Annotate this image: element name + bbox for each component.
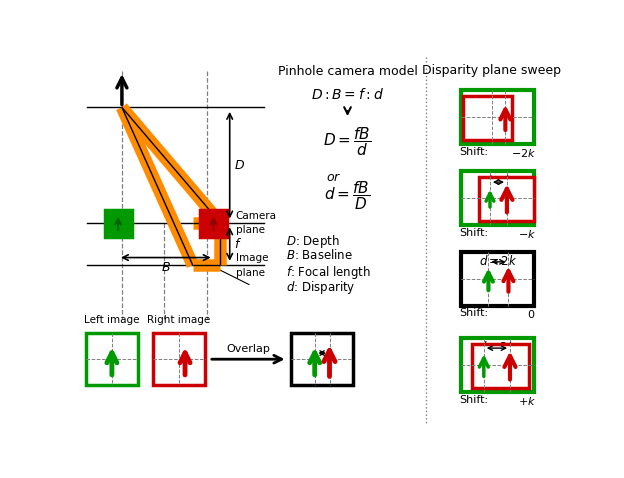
Text: $D$: Depth: $D$: Depth [286, 233, 339, 250]
Text: Image: Image [236, 253, 268, 263]
Bar [105, 210, 132, 237]
Text: $D:B = f:d$: $D:B = f:d$ [311, 87, 384, 102]
Text: $B$: Baseline: $B$: Baseline [286, 248, 353, 262]
Text: $D$: $D$ [233, 159, 245, 172]
Text: plane: plane [236, 225, 265, 235]
Bar [153, 333, 205, 385]
Bar [85, 333, 138, 385]
Text: plane: plane [236, 268, 265, 278]
Bar [461, 252, 534, 306]
Bar [462, 96, 512, 140]
Text: $-k$: $-k$ [518, 228, 536, 239]
Bar [479, 177, 534, 221]
Text: Shift:: Shift: [459, 395, 489, 404]
Bar [472, 344, 529, 388]
Text: Disparity plane sweep: Disparity plane sweep [422, 64, 561, 76]
Bar [200, 210, 227, 237]
Bar [461, 171, 534, 225]
Text: $f$: Focal length: $f$: Focal length [286, 264, 371, 281]
Text: $d = \dfrac{fB}{D}$: $d = \dfrac{fB}{D}$ [324, 179, 371, 212]
Bar [291, 333, 353, 385]
Text: $d = 3k$: $d = 3k$ [477, 340, 516, 354]
Text: $D = \dfrac{fB}{d}$: $D = \dfrac{fB}{d}$ [323, 125, 372, 158]
Text: $or$: $or$ [326, 171, 341, 185]
Text: $d$: $d$ [318, 338, 327, 350]
Text: Shift:: Shift: [459, 228, 489, 238]
Text: $B$: $B$ [161, 261, 171, 274]
Text: $+k$: $+k$ [518, 395, 536, 407]
Text: Left image: Left image [84, 315, 140, 326]
Bar [461, 90, 534, 144]
Text: Pinhole camera model: Pinhole camera model [278, 65, 417, 78]
Text: $d$: Disparity: $d$: Disparity [286, 279, 356, 296]
Text: Right image: Right image [147, 315, 210, 326]
Text: $0$: $0$ [527, 308, 536, 320]
Bar [461, 338, 534, 392]
Text: Shift:: Shift: [459, 147, 489, 157]
Text: $-2k$: $-2k$ [510, 147, 536, 159]
Text: Overlap: Overlap [227, 344, 270, 354]
Text: $d = k$: $d = k$ [483, 174, 514, 188]
Text: $d = 0$: $d = 0$ [479, 97, 509, 110]
Text: $f$: $f$ [233, 237, 241, 251]
Text: Camera: Camera [236, 211, 277, 221]
Text: $d = 2k$: $d = 2k$ [479, 254, 518, 268]
Text: Shift:: Shift: [459, 308, 489, 318]
